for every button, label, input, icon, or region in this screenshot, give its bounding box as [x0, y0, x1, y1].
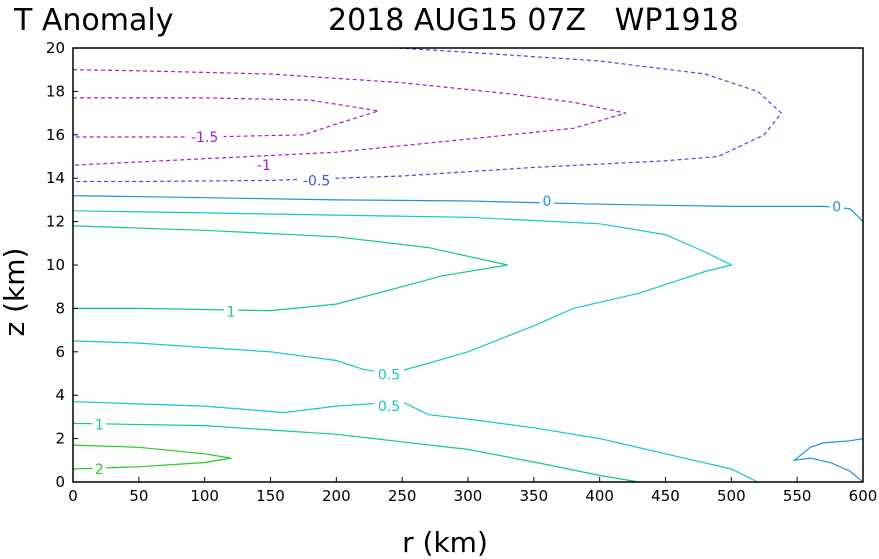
contour-line: [72, 422, 640, 483]
x-axis: 0 50 100 150 200 250 300 350 400 450 500 550 600: [68, 477, 877, 505]
contour-label-bg: [185, 128, 224, 145]
contour-label: -1.5: [191, 130, 218, 146]
contour-label-bg: [92, 460, 107, 477]
x-tick-label: 100: [190, 487, 219, 505]
contour-line: [72, 225, 508, 312]
contour-label: 0.5: [378, 368, 400, 384]
contour-label-bg: [224, 303, 238, 320]
contour-line: [72, 401, 758, 483]
x-axis-title: r (km): [402, 526, 488, 559]
y-tick-label: 20: [46, 39, 65, 57]
x-tick-label: 50: [129, 487, 148, 505]
y-tick-label: 12: [46, 213, 65, 231]
x-tick-label: 450: [651, 487, 680, 505]
y-tick-label: 6: [55, 343, 65, 361]
y-tick-label: 10: [46, 256, 65, 274]
y-tick-label: 4: [55, 386, 65, 404]
x-tick-label: 550: [783, 487, 812, 505]
chart-title-left: T Anomaly: [13, 3, 173, 38]
contour-label: 0: [832, 199, 841, 215]
contour-label-bg: [92, 416, 107, 433]
x-tick-label: 350: [520, 487, 549, 505]
x-tick-label: 150: [256, 487, 285, 505]
contour-label: 1: [227, 305, 236, 321]
contour-line: [792, 438, 864, 483]
contour-label: -1: [257, 158, 271, 174]
x-tick-label: 400: [585, 487, 614, 505]
contour-label-bg: [540, 192, 554, 209]
y-tick-label: 16: [46, 126, 65, 144]
x-tick-label: 600: [849, 487, 878, 505]
x-tick-label: 250: [388, 487, 417, 505]
contour-line: [72, 210, 734, 375]
contour-label-bg: [374, 366, 404, 383]
y-axis-title: z (km): [0, 248, 31, 337]
contour-line: [72, 444, 232, 470]
contour-line: [73, 47, 783, 183]
plot-frame: [72, 47, 864, 483]
y-tick-label: 18: [46, 82, 65, 100]
y-tick-label: 2: [55, 430, 65, 448]
contour-label: 0: [543, 194, 552, 210]
contour-line: [72, 69, 627, 166]
x-tick-label: 200: [322, 487, 351, 505]
contour-label-bg: [297, 172, 336, 189]
contour-label: 0.5: [378, 399, 400, 415]
chart-title-right: 2018 AUG15 07Z WP1918: [328, 3, 739, 38]
x-tick-label: 300: [454, 487, 483, 505]
contour-label-bg: [829, 198, 844, 215]
contours-layer: -1.5 -1 -0.5 0 0 1 0.5 0.5 1 2: [72, 47, 864, 483]
contour-line: [73, 97, 379, 138]
x-tick-label: 500: [717, 487, 746, 505]
contour-label: 1: [95, 417, 104, 433]
contour-label-bg: [374, 398, 404, 415]
y-tick-label: 14: [46, 169, 65, 187]
y-tick-label: 8: [55, 299, 65, 317]
contour-label: 2: [95, 462, 104, 478]
y-tick-label: 0: [55, 473, 65, 491]
contour-label: -0.5: [303, 173, 330, 189]
y-axis: 0 2 4 6 8 10 12 14 16 18 20: [46, 39, 78, 491]
contour-label-bg: [252, 157, 275, 174]
x-tick-label: 0: [68, 487, 78, 505]
